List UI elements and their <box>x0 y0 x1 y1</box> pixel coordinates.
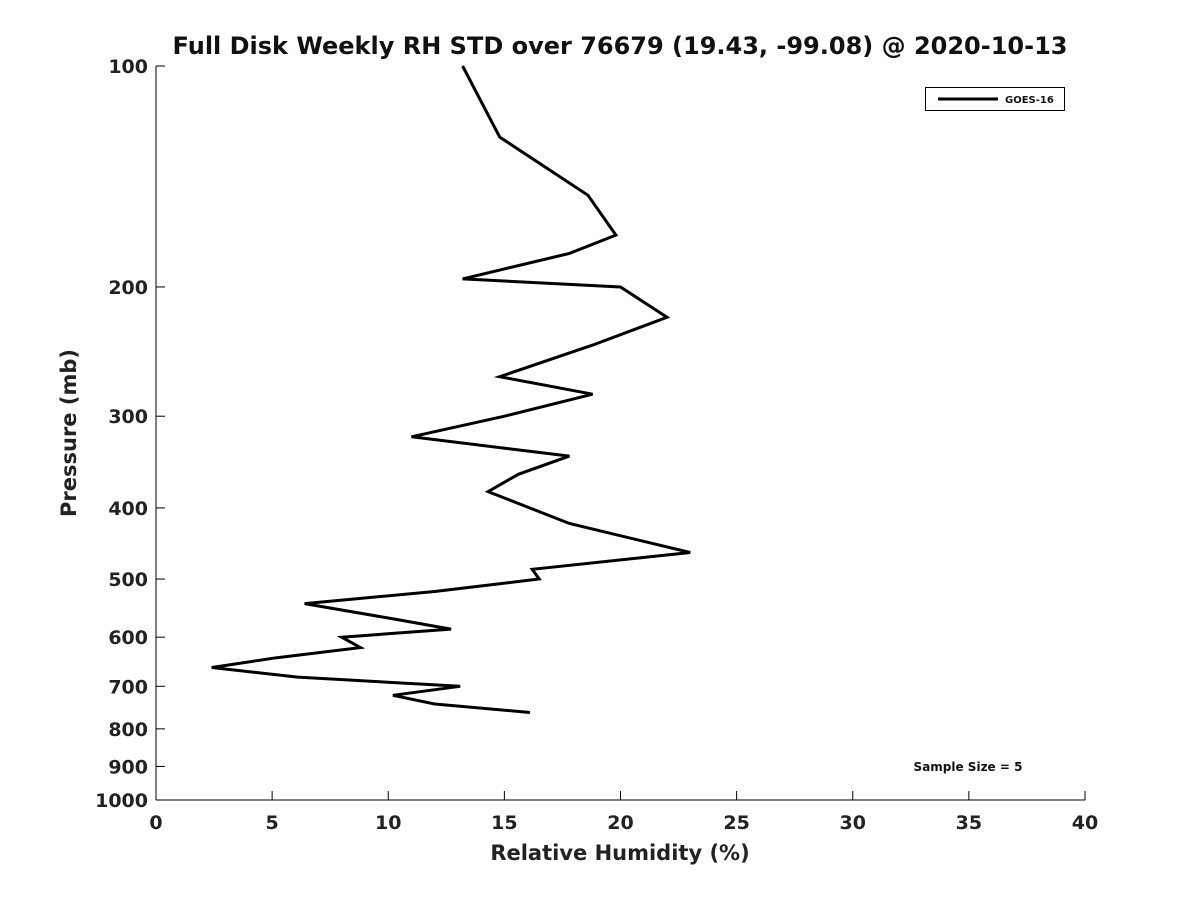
x-tick-label: 15 <box>491 812 517 834</box>
axes <box>155 66 1085 801</box>
x-axis-label: Relative Humidity (%) <box>490 841 749 865</box>
x-tick-label: 20 <box>607 812 633 834</box>
y-tick-label: 900 <box>108 756 148 778</box>
x-tick-label: 40 <box>1072 812 1098 834</box>
x-tick-label: 30 <box>840 812 866 834</box>
legend-label-goes-16: GOES-16 <box>1005 95 1054 106</box>
legend: GOES-16 <box>925 87 1065 111</box>
y-tick-label: 800 <box>108 719 148 741</box>
x-ticks: 0 5 10 15 20 25 30 35 40 <box>149 791 1098 834</box>
x-tick-label: 35 <box>956 812 982 834</box>
y-tick-label: 700 <box>108 676 148 698</box>
y-ticks: 100 200 300 400 500 600 700 800 900 1000 <box>95 56 165 812</box>
chart-title: Full Disk Weekly RH STD over 76679 (19.4… <box>173 32 1068 60</box>
y-axis-label: Pressure (mb) <box>57 349 81 517</box>
x-tick-label: 25 <box>723 812 749 834</box>
series-layer <box>211 65 691 714</box>
y-tick-label: 1000 <box>95 790 148 812</box>
y-tick-label: 100 <box>108 56 148 78</box>
y-tick-label: 200 <box>108 277 148 299</box>
x-tick-label: 10 <box>375 812 401 834</box>
sample-size-annotation: Sample Size = 5 <box>914 760 1023 774</box>
y-tick-label: 400 <box>108 498 148 520</box>
series-line-goes-16 <box>211 65 691 714</box>
x-tick-label: 5 <box>266 812 279 834</box>
y-tick-label: 300 <box>108 406 148 428</box>
y-tick-label: 500 <box>108 569 148 591</box>
y-tick-label: 600 <box>108 627 148 649</box>
x-tick-label: 0 <box>149 812 162 834</box>
